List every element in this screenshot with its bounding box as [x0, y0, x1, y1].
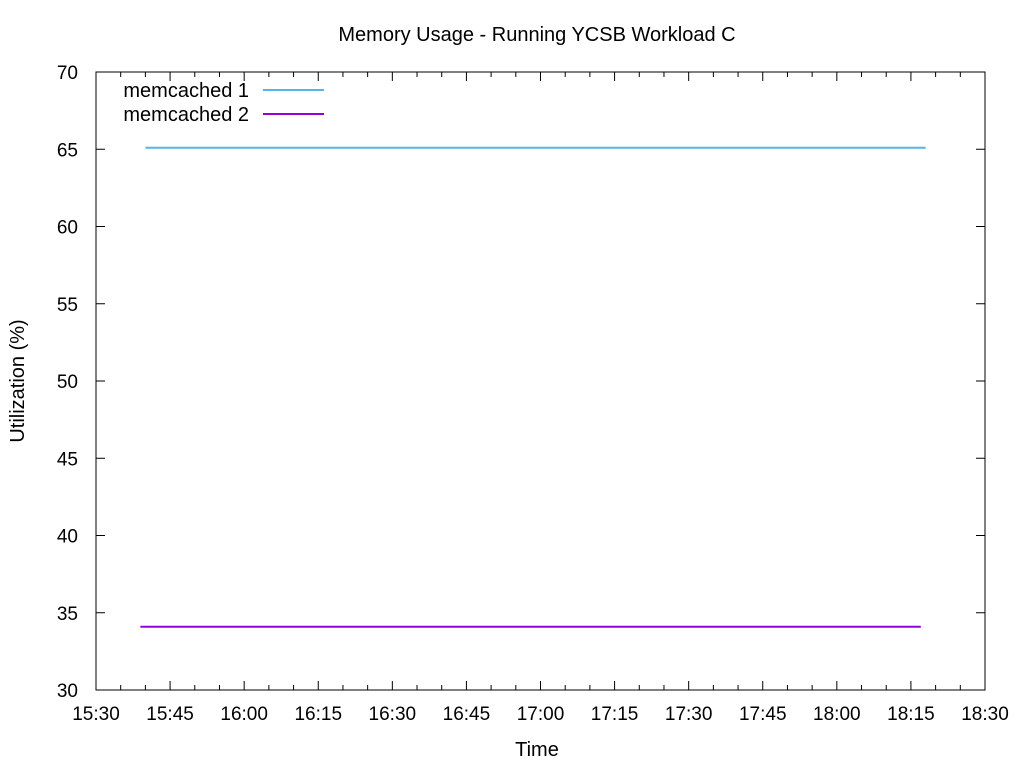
- x-tick-label: 16:15: [294, 704, 342, 725]
- y-axis-label: Utilization (%): [7, 319, 29, 442]
- x-tick-label: 17:45: [739, 704, 787, 725]
- x-tick-label: 15:30: [72, 704, 120, 725]
- y-tick-label: 55: [57, 295, 78, 316]
- x-tick-label: 17:00: [517, 704, 565, 725]
- legend-label-2: memcached 2: [123, 104, 249, 126]
- series-lines: [140, 146, 926, 628]
- y-tick-label: 30: [57, 681, 78, 702]
- y-tick-label: 45: [57, 449, 78, 470]
- y-tick-label: 70: [57, 63, 78, 84]
- x-tick-label: 18:00: [813, 704, 861, 725]
- y-tick-label: 50: [57, 372, 78, 393]
- plot-area: [95, 71, 986, 691]
- y-tick-label: 60: [57, 218, 78, 239]
- axis-ticks: 15:30 15:45 16:00 16:15 16:30 16:45 17:00 17:15…: [57, 63, 1009, 725]
- x-tick-label: 17:15: [591, 704, 639, 725]
- x-tick-label: 16:30: [369, 704, 417, 725]
- x-axis-label: Time: [515, 739, 559, 761]
- chart-title: Memory Usage - Running YCSB Workload C: [338, 24, 735, 46]
- y-tick-label: 35: [57, 604, 78, 625]
- x-tick-label: 18:15: [887, 704, 935, 725]
- x-tick-label: 18:30: [961, 704, 1009, 725]
- y-tick-label: 65: [57, 140, 78, 161]
- x-tick-label: 16:00: [220, 704, 268, 725]
- legend-label-1: memcached 1: [123, 80, 249, 102]
- x-tick-label: 17:30: [665, 704, 713, 725]
- y-tick-label: 40: [57, 527, 78, 548]
- x-tick-label: 16:45: [443, 704, 491, 725]
- x-tick-label: 15:45: [146, 704, 194, 725]
